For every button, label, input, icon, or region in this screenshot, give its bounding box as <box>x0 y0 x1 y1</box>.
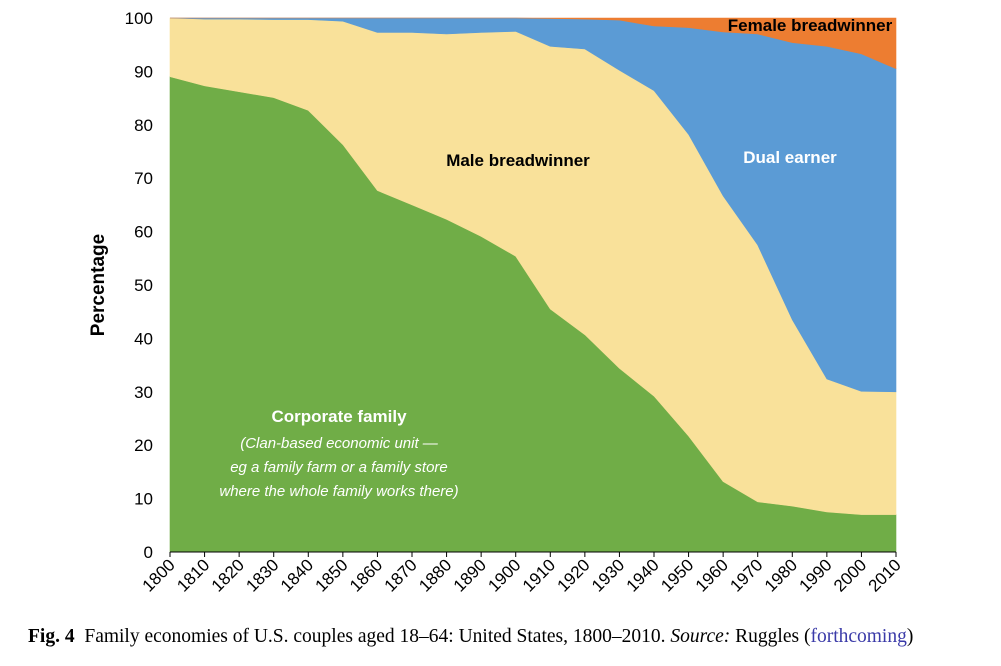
x-tick-label: 1910 <box>519 555 559 595</box>
y-tick-label: 60 <box>134 223 153 242</box>
x-tick-label: 1950 <box>657 555 697 595</box>
figure-caption: Fig. 4 Family economies of U.S. couples … <box>28 626 988 648</box>
caption-source-text: Ruggles <box>735 626 800 647</box>
x-tick-label: 1840 <box>277 555 317 595</box>
y-tick-label: 70 <box>134 169 153 188</box>
y-tick-label: 80 <box>134 116 153 135</box>
y-tick-labels: 0 10 20 30 40 50 60 70 80 90 100 <box>125 9 153 562</box>
x-tick-label: 2000 <box>830 555 870 595</box>
annotation-dual-earner: Dual earner <box>743 148 837 167</box>
x-tick-label: 1820 <box>208 555 248 595</box>
x-tick-label: 1880 <box>415 555 455 595</box>
annotation-corporate-desc-3: where the whole family works there) <box>219 483 458 500</box>
annotation-corporate-desc-2: eg a family farm or a family store <box>230 459 448 476</box>
x-tick-label: 2010 <box>865 555 905 595</box>
x-tick-label: 1870 <box>381 555 421 595</box>
annotation-female-breadwinner: Female breadwinner <box>728 16 893 35</box>
axes <box>169 551 897 557</box>
x-tick-label: 1920 <box>554 555 594 595</box>
stacked-areas <box>169 17 897 553</box>
x-tick-label: 1970 <box>726 555 766 595</box>
x-tick-label: 1860 <box>346 555 386 595</box>
x-tick-label: 1900 <box>484 555 524 595</box>
caption-source-label: Source: <box>670 626 731 647</box>
chart: 0 10 20 30 40 50 60 70 80 90 100 1800 1810 1820 1830 1… <box>88 9 905 596</box>
x-tick-label: 1890 <box>450 555 490 595</box>
x-tick-label: 1990 <box>796 555 836 595</box>
annotation-male-breadwinner: Male breadwinner <box>446 151 590 170</box>
y-tick-label: 100 <box>125 9 153 28</box>
area-chart: 0 10 20 30 40 50 60 70 80 90 100 18001810182018301… <box>88 9 905 596</box>
y-axis-label: Percentage <box>88 234 109 336</box>
y-tick-label: 20 <box>134 436 153 455</box>
y-tick-label: 90 <box>134 62 153 81</box>
x-tick-label: 1930 <box>588 555 628 595</box>
x-tick-label: 1960 <box>692 555 732 595</box>
caption-fig-label: Fig. 4 <box>28 626 75 647</box>
annotation-corporate-desc-1: (Clan-based economic unit — <box>240 435 439 452</box>
caption-open-paren: ( <box>803 626 811 647</box>
annotation-corporate-family: Corporate family <box>271 407 407 426</box>
x-tick-label: 1830 <box>242 555 282 595</box>
y-tick-label: 10 <box>134 490 153 509</box>
y-tick-label: 0 <box>144 543 153 562</box>
caption-close-paren: ) <box>906 626 914 647</box>
x-tick-label: 1810 <box>173 555 213 595</box>
x-tick-label: 1980 <box>761 555 801 595</box>
caption-source-link[interactable]: forthcoming <box>810 626 907 647</box>
y-tick-label: 50 <box>134 276 153 295</box>
caption-text: Family economies of U.S. couples aged 18… <box>84 626 666 647</box>
y-tick-label: 30 <box>134 383 153 402</box>
x-tick-label: 1850 <box>312 555 352 595</box>
x-tick-label: 1940 <box>623 555 663 595</box>
y-tick-label: 40 <box>134 329 153 348</box>
area-female-breadwinner <box>170 17 897 70</box>
x-tick-labels: 1800181018201830184018501860187018801890… <box>139 555 905 595</box>
